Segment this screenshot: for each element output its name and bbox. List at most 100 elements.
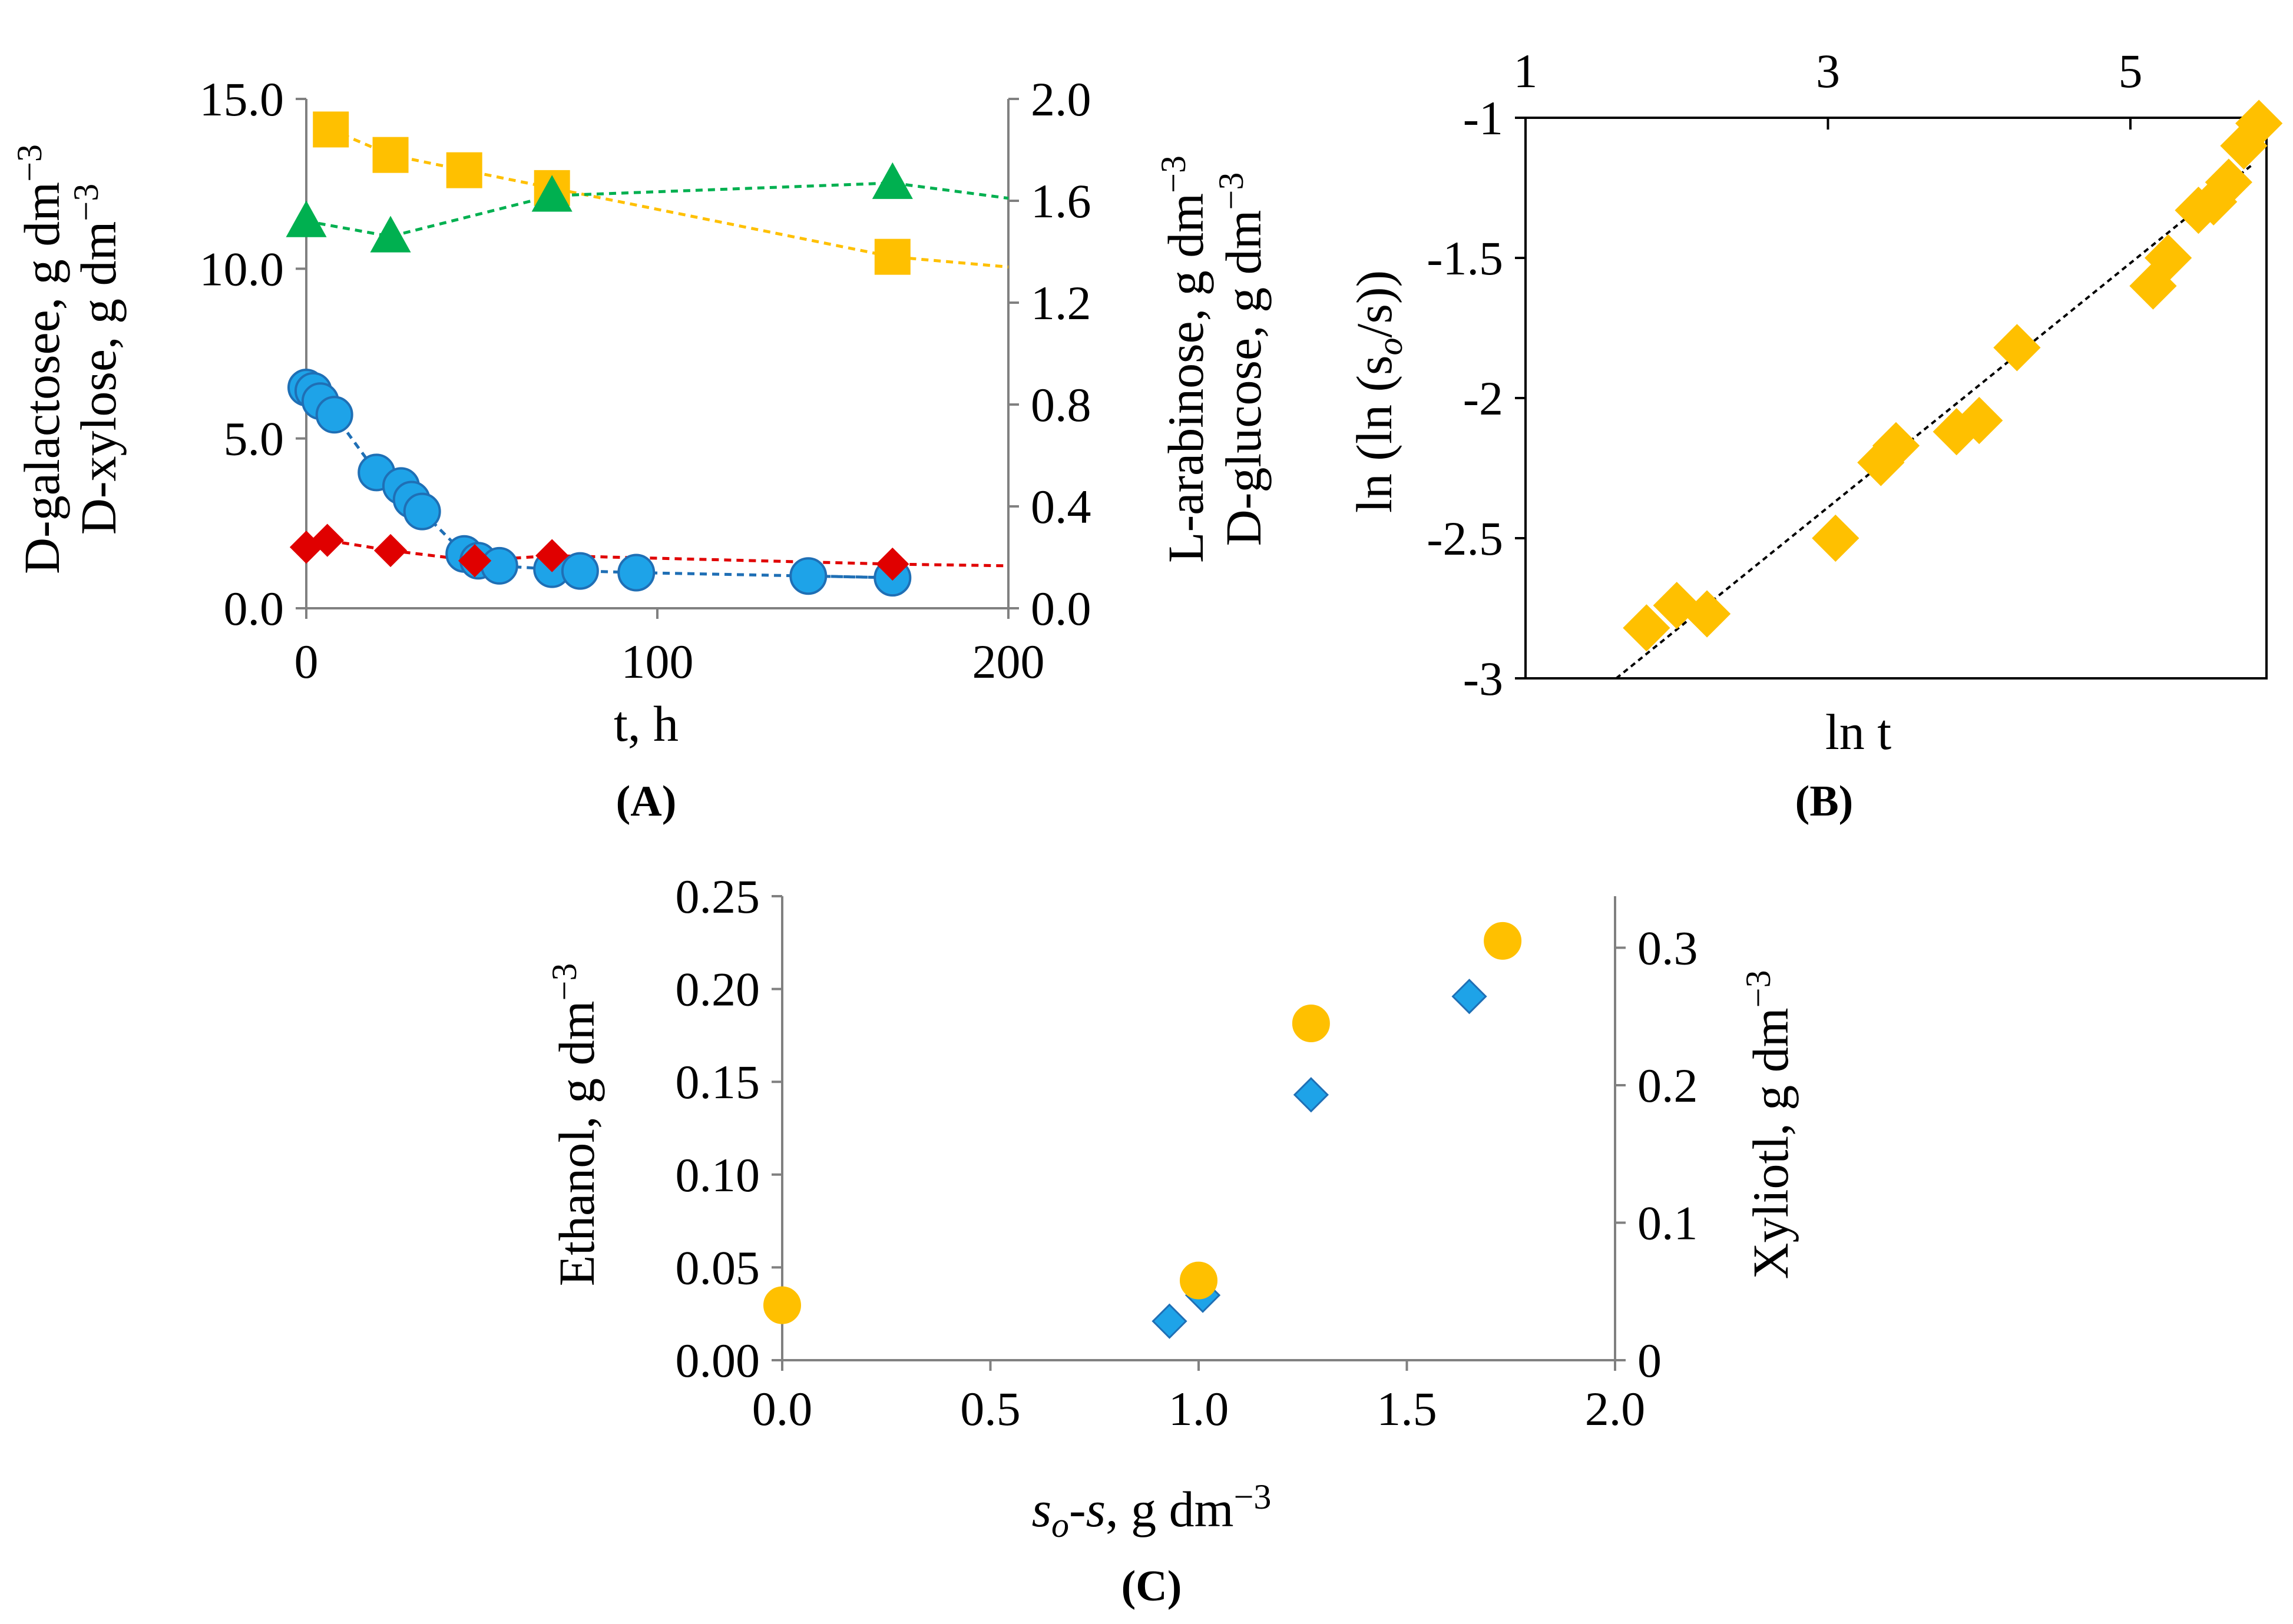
panel-b-point <box>1872 422 1920 470</box>
panel-a-chart: 0 100 2000.05.010.015.00.00.40.81.21.62.0 … <box>10 72 1272 826</box>
panel-a-right-axis-title-1-text: L-arabinose, g dm <box>1157 193 1214 563</box>
panel-a-right-tick-label: 1.2 <box>1031 276 1091 330</box>
panel-a-left-axis-title-1: D-galactosee, g dm−3 <box>10 144 70 574</box>
panel-b-axes <box>1515 117 2268 680</box>
panel-b-y-tick-label: -3 <box>1463 652 1503 705</box>
panel-a-axes <box>296 98 1019 619</box>
panel-c-x-tick-label: 1.0 <box>1169 1382 1229 1436</box>
panel-a-point-l-arabinose <box>286 200 327 237</box>
panel-c-left-tick-label: 0.20 <box>676 963 760 1016</box>
panel-c-x-axis-title-tail: , g dm <box>1106 1481 1233 1537</box>
panel-c-x-tick-label: 2.0 <box>1585 1382 1646 1436</box>
panel-b-frame <box>1524 117 2268 680</box>
panel-b-point <box>2145 234 2192 282</box>
panel-a-point-l-arabinose <box>370 216 411 253</box>
panel-a-point-d-xylose <box>480 546 518 585</box>
panel-b-point <box>1993 324 2041 372</box>
panel-a-x-tick-label: 200 <box>972 635 1045 688</box>
panel-a-left-tick-label: 10.0 <box>200 242 284 296</box>
panel-c-tick-labels: 0.0 0.5 1.0 1.5 2.00.000.050.100.150.200.250… <box>676 870 1698 1436</box>
panel-a-trend-d-xylose <box>305 386 893 579</box>
panel-a-point-d-galactose <box>310 523 344 557</box>
panel-b-y-tick-label: -1.5 <box>1427 231 1503 285</box>
panel-c-x-axis-title-s: s <box>1032 1481 1051 1537</box>
panel-c-point-xylitol <box>763 1286 801 1324</box>
panel-b-label: (B) <box>1795 777 1854 826</box>
panel-a-right-tick-label: 0.4 <box>1031 480 1091 533</box>
panel-a-label: (A) <box>616 777 677 826</box>
panel-c-point-xylitol <box>1484 922 1522 960</box>
panel-c-right-tick-label: 0 <box>1637 1334 1662 1387</box>
panel-a-right-tick-label: 0.8 <box>1031 378 1091 432</box>
panel-a-point-d-xylose <box>617 554 656 592</box>
panel-c-left-axis-title-exponent: −3 <box>545 963 584 1001</box>
panel-c-point-ethanol <box>1293 1077 1329 1113</box>
panel-c-left-tick-label: 0.05 <box>676 1241 760 1294</box>
panel-a-left-axis-title-2: D-xylose, g dm−3 <box>67 184 127 535</box>
panel-c-right-axis-title-exponent: −3 <box>1739 970 1778 1008</box>
panel-b-point <box>2205 158 2252 206</box>
panel-c-left-tick-label: 0.00 <box>676 1334 760 1387</box>
panel-c-left-tick-label: 0.15 <box>676 1055 760 1109</box>
panel-b-x-tick-label: 5 <box>2118 44 2142 98</box>
panel-c-x-axis-title-exponent: −3 <box>1234 1477 1272 1516</box>
panel-c-x-axis-title: so-s, g dm−3 <box>1032 1477 1272 1545</box>
panel-c-point-xylitol <box>1180 1261 1217 1300</box>
panel-b-fit-line-segment <box>1615 164 2252 680</box>
panel-b-y-tick-label: -2.5 <box>1427 512 1503 565</box>
panel-c-right-tick-label: 0.1 <box>1637 1197 1698 1250</box>
panel-c-x-tick-label: 1.5 <box>1377 1382 1437 1436</box>
panel-a-right-tick-label: 0.0 <box>1031 582 1091 635</box>
panel-a-left-axis-title-2-text: D-xylose, g dm <box>70 221 127 535</box>
panel-c-point-xylitol <box>1292 1004 1330 1042</box>
panel-c-x-axis-title-sub: o <box>1051 1506 1069 1545</box>
panel-c-data-points <box>763 922 1522 1339</box>
panel-b-point <box>1623 604 1670 652</box>
panel-a-left-axis-title-1-text: D-galactosee, g dm <box>14 182 70 574</box>
panel-a-point-d-galactose <box>458 544 492 578</box>
panel-c-left-tick-label: 0.25 <box>676 870 760 923</box>
panel-a-x-tick-label: 0 <box>295 635 319 688</box>
panel-a-right-axis-title-2: D-glucose, g dm−3 <box>1212 173 1272 546</box>
panel-b-point <box>1812 514 1859 562</box>
panel-b-x-tick-label: 3 <box>1816 44 1840 98</box>
panel-c-x-tick-label: 0.5 <box>960 1382 1021 1436</box>
panel-c-right-tick-label: 0.3 <box>1637 922 1698 975</box>
panel-c-right-axis-title-text: Xyliotl, g dm <box>1742 1007 1799 1279</box>
panel-c-point-ethanol <box>1152 1303 1187 1339</box>
panel-a-point-d-glucose <box>446 152 482 188</box>
panel-c-left-axis-title: Ethanol, g dm−3 <box>545 963 605 1287</box>
panel-a-x-axis-title: t, h <box>614 695 679 752</box>
panel-b-chart: 1 3 5 -1 -1.5 -2 -2.5 -3 ln t ln (ln (so/s)) (B… <box>1346 44 2283 826</box>
panel-c-left-axis-title-text: Ethanol, g dm <box>548 1000 605 1286</box>
panel-a-right-tick-label: 2.0 <box>1031 72 1091 126</box>
panel-a-right-axis-title-2-exponent: −3 <box>1212 173 1250 210</box>
panel-a-data-points <box>286 111 913 597</box>
panel-a-left-axis-title-1-exponent: −3 <box>10 144 49 182</box>
panel-c-chart: 0.0 0.5 1.0 1.5 2.00.000.050.100.150.200.250… <box>545 870 1799 1610</box>
panel-c-axes <box>772 895 1626 1371</box>
panel-c-x-axis-title-mid: -s <box>1069 1481 1106 1537</box>
panel-b-y-axis-title-sub: o <box>1371 338 1409 356</box>
panel-c-x-tick-label: 0.0 <box>752 1382 813 1436</box>
panel-c-point-ethanol <box>1451 979 1487 1015</box>
panel-a-point-d-galactose <box>373 533 408 568</box>
panel-a-point-d-glucose <box>313 111 349 148</box>
panel-a-left-tick-label: 0.0 <box>224 582 284 635</box>
panel-b-y-axis-title-text: ln (ln (s <box>1346 356 1402 513</box>
panel-a-point-l-arabinose <box>531 175 573 212</box>
panel-c-left-tick-label: 0.10 <box>676 1148 760 1202</box>
panel-c-label: (C) <box>1121 1562 1182 1610</box>
panel-b-point <box>1955 396 2003 445</box>
panel-c-right-axis-title: Xyliotl, g dm−3 <box>1739 970 1799 1280</box>
panel-b-tick-labels: 1 3 5 -1 -1.5 -2 -2.5 -3 <box>1427 44 2142 705</box>
panel-b-y-tick-label: -2 <box>1463 372 1503 425</box>
panel-b-fit-line <box>1615 164 2252 680</box>
panel-b-point <box>1683 590 1731 638</box>
panel-c-right-tick-label: 0.2 <box>1637 1059 1698 1112</box>
panel-a-point-d-xylose <box>403 492 441 531</box>
panel-a-right-axis-title-1-exponent: −3 <box>1154 155 1193 193</box>
panel-a-left-tick-label: 5.0 <box>224 412 284 466</box>
